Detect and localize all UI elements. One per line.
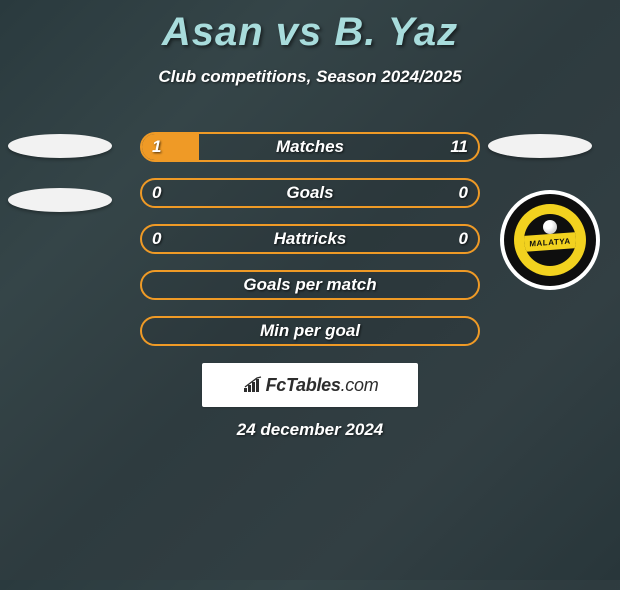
stat-row: Goals per match (140, 270, 480, 300)
page-title: Asan vs B. Yaz (0, 10, 620, 55)
crest-banner-text: MALATYA (529, 236, 570, 248)
stat-label: Goals (142, 180, 478, 206)
stats-bars: 111Matches 00Goals 00Hattricks Goals per ma… (140, 132, 480, 362)
chart-icon (242, 376, 264, 394)
stat-row: 111Matches (140, 132, 480, 162)
stat-row: Min per goal (140, 316, 480, 346)
brand-logo: FcTables.com (202, 363, 418, 407)
team-crest: MALATYA (500, 190, 600, 290)
date-label: 24 december 2024 (0, 420, 620, 440)
stat-label: Hattricks (142, 226, 478, 252)
brand-name: FcTables.com (266, 375, 379, 396)
stat-row: 00Goals (140, 178, 480, 208)
ball-icon (543, 220, 557, 234)
stat-row: 00Hattricks (140, 224, 480, 254)
stat-label: Matches (142, 134, 478, 160)
stat-label: Min per goal (142, 318, 478, 344)
page-subtitle: Club competitions, Season 2024/2025 (0, 67, 620, 87)
player-badge (8, 188, 112, 212)
player-badge (488, 134, 592, 158)
player-badge (8, 134, 112, 158)
stat-label: Goals per match (142, 272, 478, 298)
